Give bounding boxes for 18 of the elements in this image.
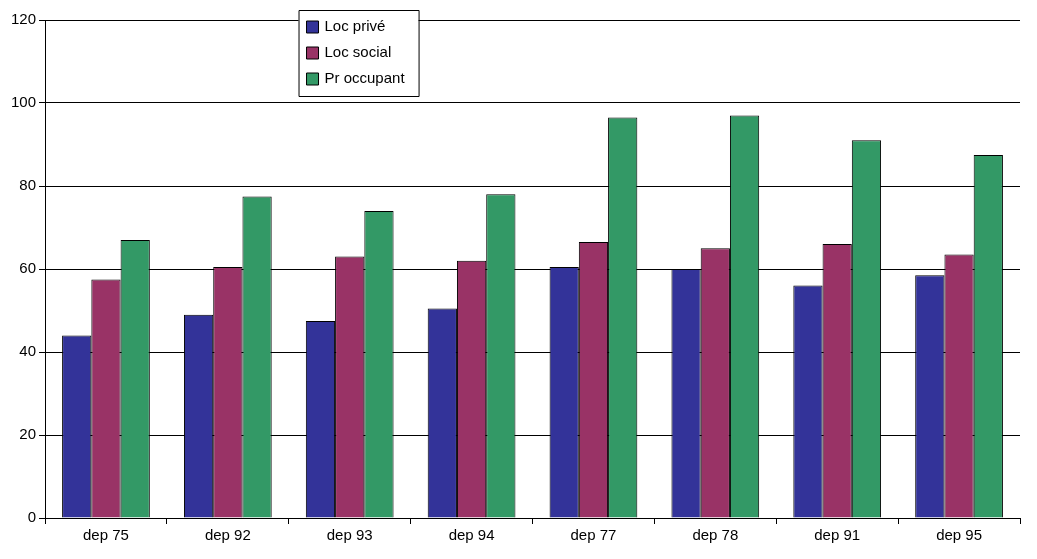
- y-tick-label: 80: [19, 176, 37, 194]
- x-tick-label: dep 95: [936, 526, 983, 544]
- x-tick-label: dep 78: [692, 526, 739, 544]
- x-tick-label: dep 93: [326, 526, 373, 544]
- x-tick-label: dep 92: [204, 526, 251, 544]
- y-tick-label: 40: [19, 342, 37, 360]
- x-tick-label: dep 91: [814, 526, 861, 544]
- x-tick-label: dep 77: [570, 526, 617, 544]
- legend-label: Loc privé: [324, 17, 386, 35]
- y-tick-label: 60: [19, 259, 37, 277]
- legend-label: Pr occupant: [324, 69, 406, 87]
- legend-label: Loc social: [324, 43, 392, 61]
- y-tick-label: 100: [11, 93, 37, 111]
- y-tick-label: 120: [11, 10, 37, 28]
- y-tick-label: 0: [27, 508, 37, 526]
- x-tick-label: dep 75: [83, 526, 129, 544]
- y-tick-label: 20: [19, 425, 37, 443]
- x-tick-label: dep 94: [448, 526, 495, 544]
